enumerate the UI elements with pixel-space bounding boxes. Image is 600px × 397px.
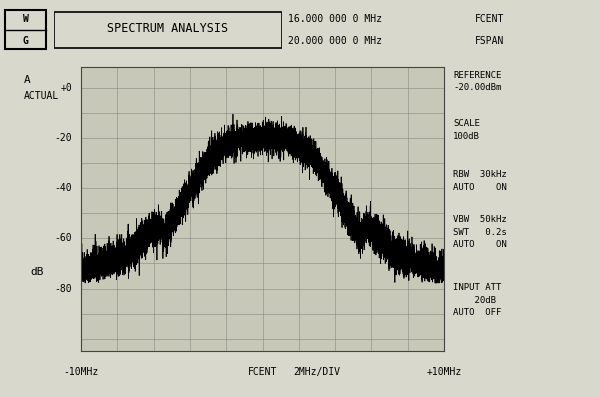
Text: -60: -60 <box>54 233 72 243</box>
Text: SCALE
100dB: SCALE 100dB <box>453 119 480 141</box>
Text: W: W <box>23 14 28 24</box>
Text: REFERENCE
-20.00dBm: REFERENCE -20.00dBm <box>453 71 502 93</box>
Text: -10MHz: -10MHz <box>64 367 98 377</box>
Text: ACTUAL: ACTUAL <box>24 91 59 101</box>
Text: FSPAN: FSPAN <box>475 36 504 46</box>
Text: FCENT: FCENT <box>475 13 504 24</box>
Text: +10MHz: +10MHz <box>427 367 461 377</box>
Text: SPECTRUM ANALYSIS: SPECTRUM ANALYSIS <box>107 23 229 35</box>
Text: 2MHz/DIV: 2MHz/DIV <box>293 367 340 377</box>
Text: -20: -20 <box>54 133 72 143</box>
Text: -40: -40 <box>54 183 72 193</box>
Text: FCENT: FCENT <box>248 367 277 377</box>
Text: dB: dB <box>30 267 44 277</box>
Text: RBW  30kHz
AUTO    ON: RBW 30kHz AUTO ON <box>453 170 507 192</box>
Text: -80: -80 <box>54 283 72 293</box>
Text: 16.000 000 0 MHz: 16.000 000 0 MHz <box>288 13 382 24</box>
FancyBboxPatch shape <box>54 12 282 48</box>
Text: 20.000 000 0 MHz: 20.000 000 0 MHz <box>288 36 382 46</box>
FancyBboxPatch shape <box>5 10 46 50</box>
Text: G: G <box>23 36 28 46</box>
Text: INPUT ATT
    20dB
AUTO  OFF: INPUT ATT 20dB AUTO OFF <box>453 283 502 317</box>
Text: +0: +0 <box>60 83 72 93</box>
Text: VBW  50kHz
SWT   0.2s
AUTO    ON: VBW 50kHz SWT 0.2s AUTO ON <box>453 215 507 249</box>
Text: A: A <box>24 75 31 85</box>
